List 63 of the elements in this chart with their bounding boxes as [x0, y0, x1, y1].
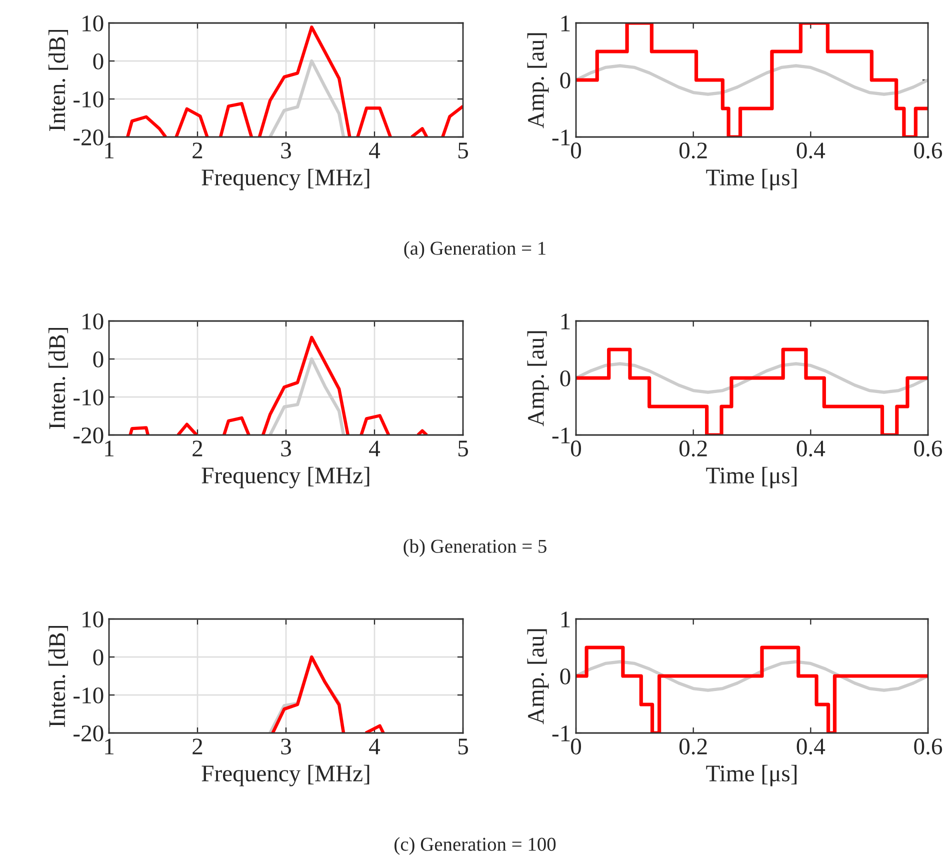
y-axis-title: Amp. [au]: [527, 33, 549, 128]
x-tick-label: 0.2: [679, 142, 707, 159]
y-tick-label: 0: [93, 649, 104, 666]
x-tick-label: 0.2: [679, 738, 707, 755]
x-tick-label: 4: [369, 142, 380, 158]
x-tick-label: 1: [105, 738, 114, 754]
x-tick-label: 5: [458, 440, 468, 456]
y-tick-label: -10: [74, 91, 104, 108]
y-axis-title: Amp. [au]: [527, 331, 549, 426]
y-tick-label: 0: [560, 72, 570, 88]
y-tick-label: 1: [561, 314, 570, 330]
text: (a) Generation = 1: [404, 241, 546, 259]
x-axis-title: Time [μs]: [706, 466, 796, 488]
y-tick-label: 10: [82, 313, 104, 330]
text: (c) Generation = 100: [394, 837, 556, 855]
x-axis-title: Frequency [MHz]: [202, 168, 370, 190]
y-axis-title: Inten. [dB]: [48, 626, 68, 727]
y-tick-label: -20: [74, 129, 104, 146]
x-tick-label: 0.6: [914, 440, 942, 457]
y-tick-label: 0: [560, 668, 570, 684]
line-series: [268, 357, 346, 435]
x-axis-title: Time [μs]: [706, 168, 796, 190]
x-tick-label: 0.4: [796, 142, 826, 159]
x-tick-label: 1: [105, 142, 114, 158]
y-tick-label: 0: [560, 370, 570, 386]
y-tick-label: 10: [82, 15, 104, 32]
y-tick-label: 0: [93, 351, 104, 368]
x-tick-label: 2: [192, 440, 202, 456]
y-tick-label: 0: [93, 53, 104, 70]
x-axis-title: Frequency [MHz]: [202, 764, 370, 786]
x-tick-label: 5: [458, 738, 468, 754]
y-tick-label: -1: [552, 726, 570, 742]
y-tick-label: -20: [74, 725, 104, 742]
line-series: [268, 59, 346, 137]
x-tick-label: 2: [192, 142, 202, 158]
x-tick-label: 0.6: [914, 142, 942, 159]
y-axis-title: Inten. [dB]: [48, 328, 68, 429]
x-tick-label: 0.4: [796, 738, 826, 755]
line-series: [576, 64, 928, 96]
text: (b) Generation = 5: [404, 539, 546, 557]
y-axis-title: Amp. [au]: [527, 629, 549, 724]
x-tick-label: 0.6: [914, 738, 942, 755]
y-axis-title: Inten. [dB]: [48, 30, 68, 131]
x-tick-label: 3: [281, 142, 291, 158]
x-tick-label: 3: [281, 738, 291, 754]
y-tick-label: -10: [74, 389, 104, 406]
y-tick-label: -20: [74, 427, 104, 444]
x-tick-label: 3: [281, 440, 291, 456]
x-tick-label: 0.2: [679, 440, 707, 457]
y-tick-label: 1: [561, 612, 570, 628]
y-tick-label: 1: [561, 16, 570, 32]
x-axis-title: Time [μs]: [706, 764, 796, 786]
x-tick-label: 4: [369, 738, 380, 754]
x-tick-label: 4: [369, 440, 380, 456]
x-axis-title: Frequency [MHz]: [202, 466, 370, 488]
x-tick-label: 1: [105, 440, 114, 456]
x-tick-label: 0.4: [796, 440, 826, 457]
y-tick-label: -10: [74, 687, 104, 704]
x-tick-label: 5: [458, 142, 468, 158]
y-tick-label: 10: [82, 611, 104, 628]
x-tick-label: 2: [192, 738, 202, 754]
y-tick-label: -1: [552, 130, 570, 146]
y-tick-label: -1: [552, 428, 570, 444]
